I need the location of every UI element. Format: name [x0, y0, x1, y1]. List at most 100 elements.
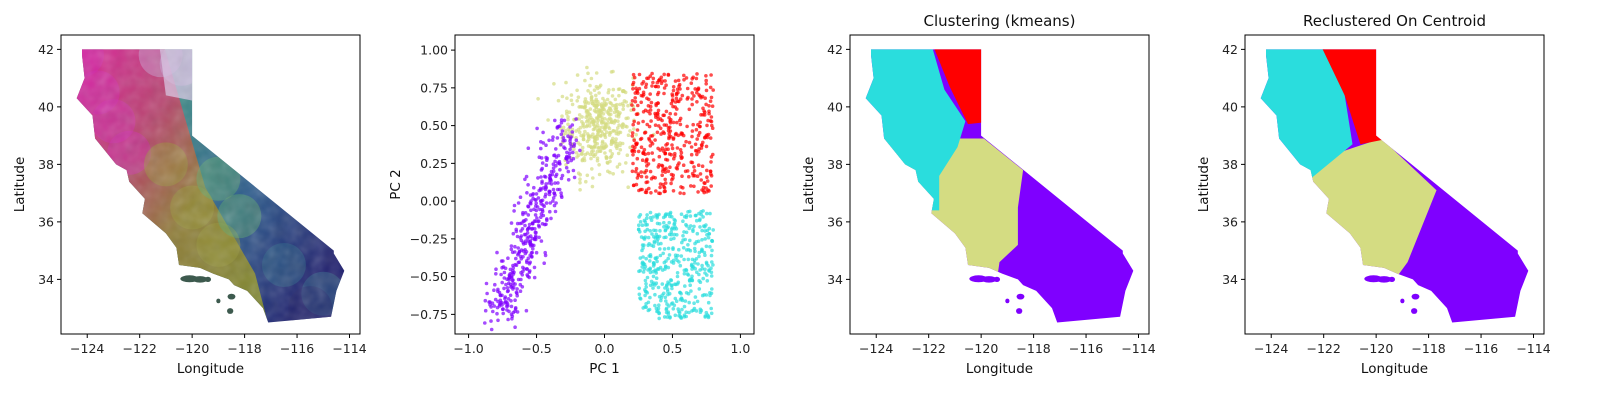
- pca-point: [655, 80, 660, 85]
- pca-point: [641, 246, 645, 250]
- pca-point: [672, 222, 676, 227]
- pca-point: [604, 155, 609, 160]
- pca-point: [704, 74, 708, 78]
- pca-point: [651, 215, 655, 219]
- pca-point: [660, 268, 665, 272]
- pca-point: [643, 264, 648, 269]
- pca-point: [572, 144, 576, 148]
- pca-point: [694, 76, 699, 81]
- x-tick-label: −122: [123, 341, 157, 356]
- pca-point: [592, 139, 597, 144]
- y-tick-label: −0.50: [410, 269, 448, 284]
- pca-point: [529, 199, 533, 203]
- pca-point: [536, 219, 540, 224]
- pca-point: [555, 187, 560, 192]
- pca-point: [618, 130, 623, 135]
- pca-point: [691, 308, 696, 313]
- pca-point: [585, 113, 590, 117]
- pca-point: [526, 227, 530, 231]
- pca-point: [515, 234, 520, 239]
- pca-point: [688, 283, 692, 288]
- pca-point: [654, 271, 658, 275]
- pca-point: [678, 148, 683, 152]
- pca-point: [654, 103, 658, 108]
- pca-point: [577, 130, 582, 134]
- pca-point: [515, 221, 520, 226]
- pca-point: [634, 86, 638, 91]
- pca-point: [546, 118, 550, 122]
- pca-point: [663, 170, 668, 174]
- pca-point: [559, 191, 563, 195]
- pca-point: [576, 153, 581, 157]
- pca-point: [647, 136, 651, 141]
- pca-point: [608, 149, 613, 153]
- pca-point: [684, 139, 688, 144]
- cluster-region-1: [928, 49, 995, 125]
- pca-point: [566, 115, 570, 119]
- pca-point: [684, 215, 689, 220]
- pca-point: [708, 99, 713, 103]
- pca-point: [644, 282, 648, 286]
- pca-point: [631, 72, 636, 77]
- pca-point: [576, 95, 581, 99]
- pca-point: [653, 256, 658, 261]
- pca-point: [644, 190, 649, 195]
- pca-point: [530, 226, 535, 231]
- pca-point: [695, 299, 700, 304]
- pca-point: [521, 212, 525, 217]
- pca-point: [662, 247, 667, 251]
- pca-point: [697, 149, 701, 154]
- pca-point: [518, 195, 523, 199]
- pca-point: [705, 279, 710, 283]
- pca-point: [709, 184, 713, 188]
- pca-point: [675, 274, 680, 279]
- pca-point: [586, 89, 590, 93]
- pca-point: [633, 99, 638, 104]
- pca-point: [605, 160, 610, 165]
- pca-point: [673, 112, 678, 116]
- pca-point: [678, 191, 682, 195]
- pca-point: [566, 134, 570, 138]
- pca-point: [586, 110, 590, 114]
- pca-point: [617, 162, 622, 166]
- pca-point: [637, 215, 641, 219]
- pca-point: [620, 170, 625, 174]
- pca-point: [666, 147, 670, 151]
- pca-point: [710, 126, 715, 130]
- pca-point: [687, 174, 691, 179]
- pca-point: [645, 76, 649, 81]
- pca-point: [692, 258, 697, 263]
- pca-point: [653, 292, 657, 297]
- pca-point: [578, 105, 583, 109]
- pca-point: [609, 117, 613, 122]
- pca-point: [695, 152, 699, 157]
- pca-point: [704, 82, 708, 86]
- pca-point: [692, 184, 696, 189]
- pca-point: [508, 275, 512, 280]
- pca-point: [648, 267, 652, 272]
- pca-point: [509, 244, 514, 248]
- pca-point: [677, 309, 681, 314]
- x-tick-label: −116: [1069, 341, 1103, 356]
- pca-point: [679, 254, 684, 258]
- pca-point: [681, 234, 685, 238]
- pca-point: [534, 201, 538, 206]
- pca-point: [657, 234, 662, 239]
- pca-point: [640, 223, 645, 227]
- pca-point: [576, 171, 581, 175]
- pca-point: [534, 237, 538, 242]
- pca-point: [695, 231, 700, 236]
- pca-point: [568, 141, 573, 146]
- pca-point: [583, 105, 588, 109]
- pca-point: [516, 201, 521, 205]
- pca-point: [660, 163, 664, 168]
- pca-point: [633, 96, 637, 100]
- pca-point: [700, 188, 704, 192]
- pca-point: [651, 80, 655, 85]
- pca-point: [649, 191, 653, 195]
- pca-cluster-2: [630, 71, 715, 196]
- pca-point: [554, 172, 559, 177]
- pca-point: [697, 254, 701, 259]
- pca-point: [655, 214, 659, 219]
- pca-point: [606, 169, 610, 174]
